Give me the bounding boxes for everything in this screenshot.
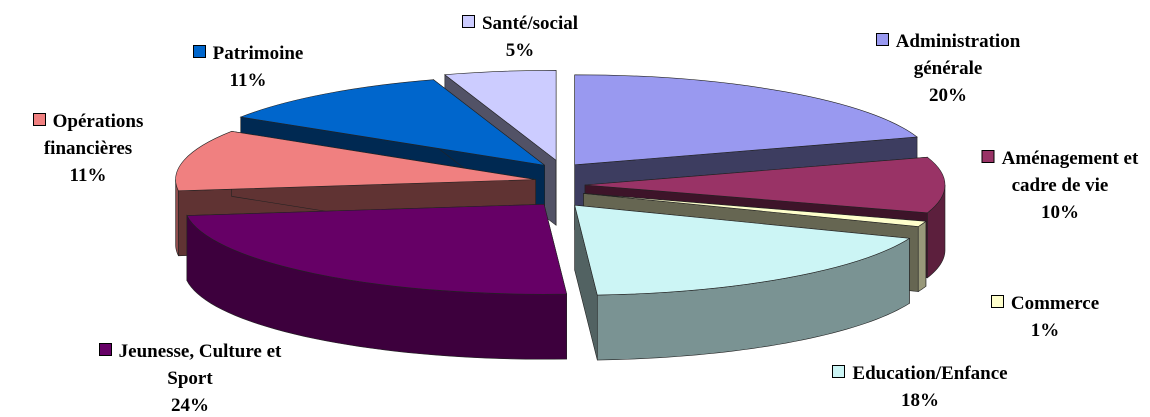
pie-slice: [239, 79, 545, 166]
slice-label: Commerce 1%: [970, 290, 1120, 344]
category-name: Patrimoine: [212, 43, 304, 64]
slice-wall: [175, 179, 179, 256]
pie-slice: [175, 131, 536, 192]
legend-swatch: [981, 150, 995, 163]
slice-label: Jeunesse, Culture et Sport 24%: [75, 338, 305, 417]
pie-slice: [574, 204, 911, 296]
slice-label: Patrimoine 11%: [158, 40, 338, 94]
category-name: Administration générale: [895, 31, 1021, 79]
value-label: 24%: [171, 395, 209, 416]
value-label: 5%: [505, 40, 535, 61]
legend-swatch: [875, 33, 889, 46]
legend-swatch: [461, 15, 475, 28]
value-label: 10%: [1041, 202, 1079, 223]
legend-swatch: [32, 113, 46, 126]
pie-slice: [186, 203, 568, 295]
value-label: 20%: [929, 85, 967, 106]
pie-slice: [584, 156, 946, 214]
category-name: Aménagement et cadre de vie: [1001, 148, 1139, 196]
pie-slice: [583, 193, 927, 227]
slice-label: Santé/social 5%: [425, 10, 615, 64]
value-label: 11%: [69, 165, 107, 186]
slice-label: Education/Enfance 18%: [790, 360, 1050, 414]
legend-swatch: [192, 45, 206, 58]
category-name: Commerce: [1010, 293, 1100, 314]
pie-slice: [444, 70, 557, 161]
legend-swatch: [990, 295, 1004, 308]
slice-label: Opérations financières 11%: [8, 108, 168, 189]
slice-label: Aménagement et cadre de vie 10%: [963, 145, 1150, 226]
legend-swatch: [832, 365, 846, 378]
category-name: Jeunesse, Culture et Sport: [118, 341, 282, 389]
slice-label: Administration générale 20%: [853, 28, 1043, 109]
value-label: 11%: [229, 70, 267, 91]
value-label: 1%: [1030, 320, 1060, 341]
pie-slice: [574, 74, 918, 166]
category-name: Santé/social: [481, 13, 579, 34]
slice-wall: [917, 220, 927, 293]
category-name: Education/Enfance: [852, 363, 1008, 384]
category-name: Opérations financières: [43, 111, 144, 159]
value-label: 18%: [901, 390, 939, 411]
legend-swatch: [98, 343, 112, 356]
